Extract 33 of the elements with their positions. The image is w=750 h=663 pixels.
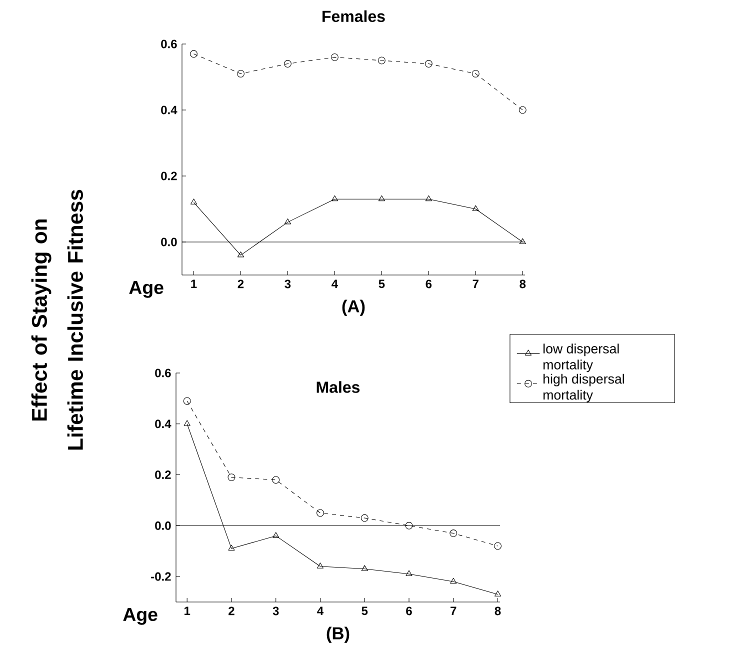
y-tick-label: -0.2: [151, 572, 171, 581]
y-tick-label: 0.4: [155, 420, 172, 428]
x-tick-label: 2: [228, 606, 234, 616]
legend-label: high dispersal mortality: [543, 374, 624, 402]
x-tick-label: 1: [191, 280, 197, 288]
x-tick-label: 7: [450, 606, 456, 615]
chart-title: Females: [322, 10, 385, 22]
x-axis-title: Age: [129, 281, 164, 298]
x-tick-label: 4: [317, 606, 324, 615]
y-tick-label: 0.6: [155, 368, 171, 378]
y-tick-label: 0.6: [161, 40, 177, 48]
x-tick-label: 5: [362, 606, 368, 616]
x-tick-label: 1: [184, 606, 190, 615]
x-tick-label: 5: [378, 280, 385, 288]
text: (A): [342, 300, 365, 316]
x-tick-label: 4: [332, 280, 338, 288]
x-tick-label: 8: [494, 606, 501, 616]
x-tick-label: 6: [426, 280, 432, 288]
y-tick-label: 0.2: [155, 470, 171, 480]
y-tick-label: 0.0: [161, 238, 177, 246]
text: (B): [326, 626, 350, 643]
chart-title: Males: [316, 381, 360, 393]
x-tick-label: 3: [284, 280, 291, 288]
x-tick-label: 3: [272, 606, 279, 616]
x-axis-title: Age: [123, 608, 158, 625]
y-axis-title: Effect of Staying on Lifetime Inclusive Fitness: [31, 190, 83, 450]
y-tick-label: 0.0: [155, 521, 171, 530]
x-tick-label: 8: [520, 280, 526, 288]
x-tick-label: 7: [472, 280, 478, 288]
y-tick-label: 0.2: [161, 172, 177, 180]
x-tick-label: 6: [406, 606, 412, 616]
x-tick-label: 2: [238, 280, 244, 288]
y-tick-label: 0.4: [161, 106, 178, 114]
